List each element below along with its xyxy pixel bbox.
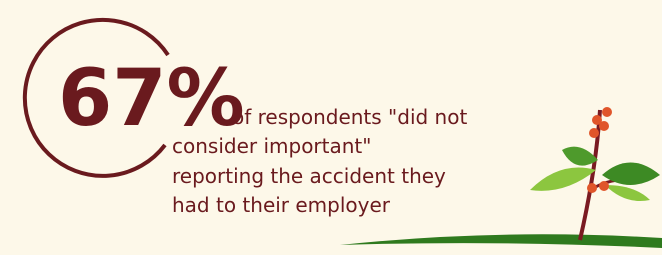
stat-figure: 67% [58,54,245,144]
stat-text: of respondents "did not [232,105,467,129]
berry [589,128,599,138]
berry [599,121,609,131]
stat-text: reporting the accident they [172,164,446,188]
stat-text: consider important" [172,134,371,158]
berry [587,183,597,193]
infographic: 67% of respondents "did not consider imp… [0,0,662,255]
berry [602,107,612,117]
berry [599,181,609,191]
stat-text: had to their employer [172,193,391,217]
